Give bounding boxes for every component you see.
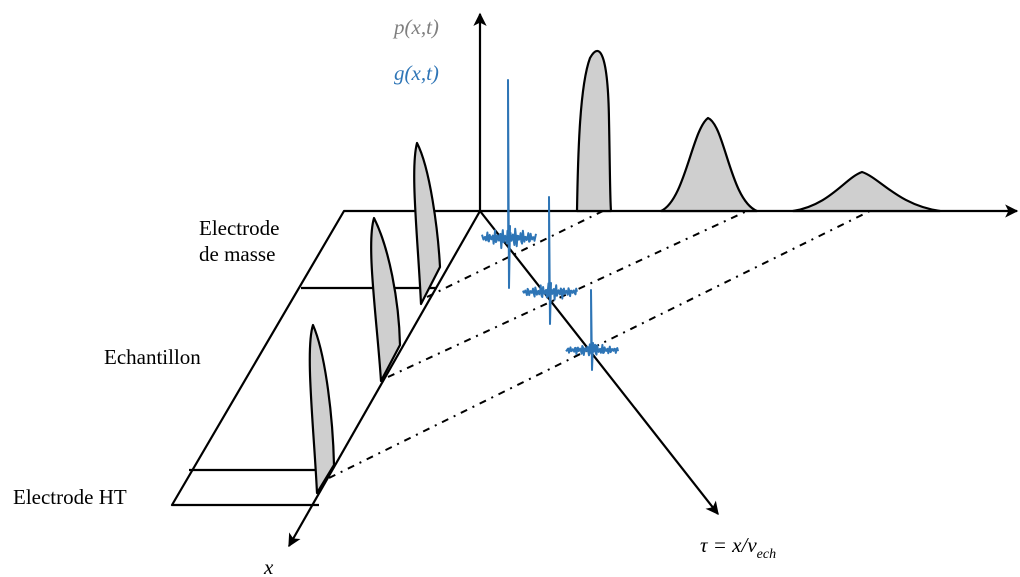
pulse-ht-electrode: [308, 323, 336, 495]
projection-line-1: [426, 210, 604, 298]
projection-lines: [328, 210, 871, 479]
g-signal-1: [481, 79, 537, 289]
tau-axis-label: τ = x/vech: [700, 533, 776, 562]
slab-outline: [170, 209, 480, 507]
tau-axis-label-subscript: ech: [757, 547, 776, 562]
projection-line-3: [328, 210, 871, 479]
sample-slab: [170, 209, 480, 507]
g-signal-3: [565, 289, 619, 371]
x-axis-label: x: [263, 555, 274, 577]
tau-axis: [479, 210, 719, 516]
p-pulse-2: [659, 116, 759, 213]
ground-electrode-label-line2: de masse: [199, 242, 275, 266]
axes: [288, 12, 1019, 548]
tau-axis-label-main: τ = x/v: [700, 533, 757, 557]
g-signal-2: [522, 196, 578, 325]
p-pulse-3: [791, 170, 942, 213]
p-pulse-1: [575, 49, 613, 213]
ht-electrode-label: Electrode HT: [13, 485, 127, 509]
pulse-ground-electrode: [413, 141, 442, 306]
g-signals: [481, 79, 619, 371]
x-axis: [288, 210, 481, 548]
pulse-sample: [370, 216, 402, 383]
sample-label: Echantillon: [104, 345, 201, 369]
g-axis-label: g(x,t): [394, 61, 439, 85]
p-axis-label: p(x,t): [392, 15, 439, 39]
ground-electrode-label-line1: Electrode: [199, 216, 279, 240]
sample-pulses: [308, 141, 442, 495]
projection-line-2: [387, 210, 748, 378]
labels: p(x,t) g(x,t) Electrode de masse Echanti…: [13, 15, 776, 577]
p-pulses: [575, 49, 942, 213]
